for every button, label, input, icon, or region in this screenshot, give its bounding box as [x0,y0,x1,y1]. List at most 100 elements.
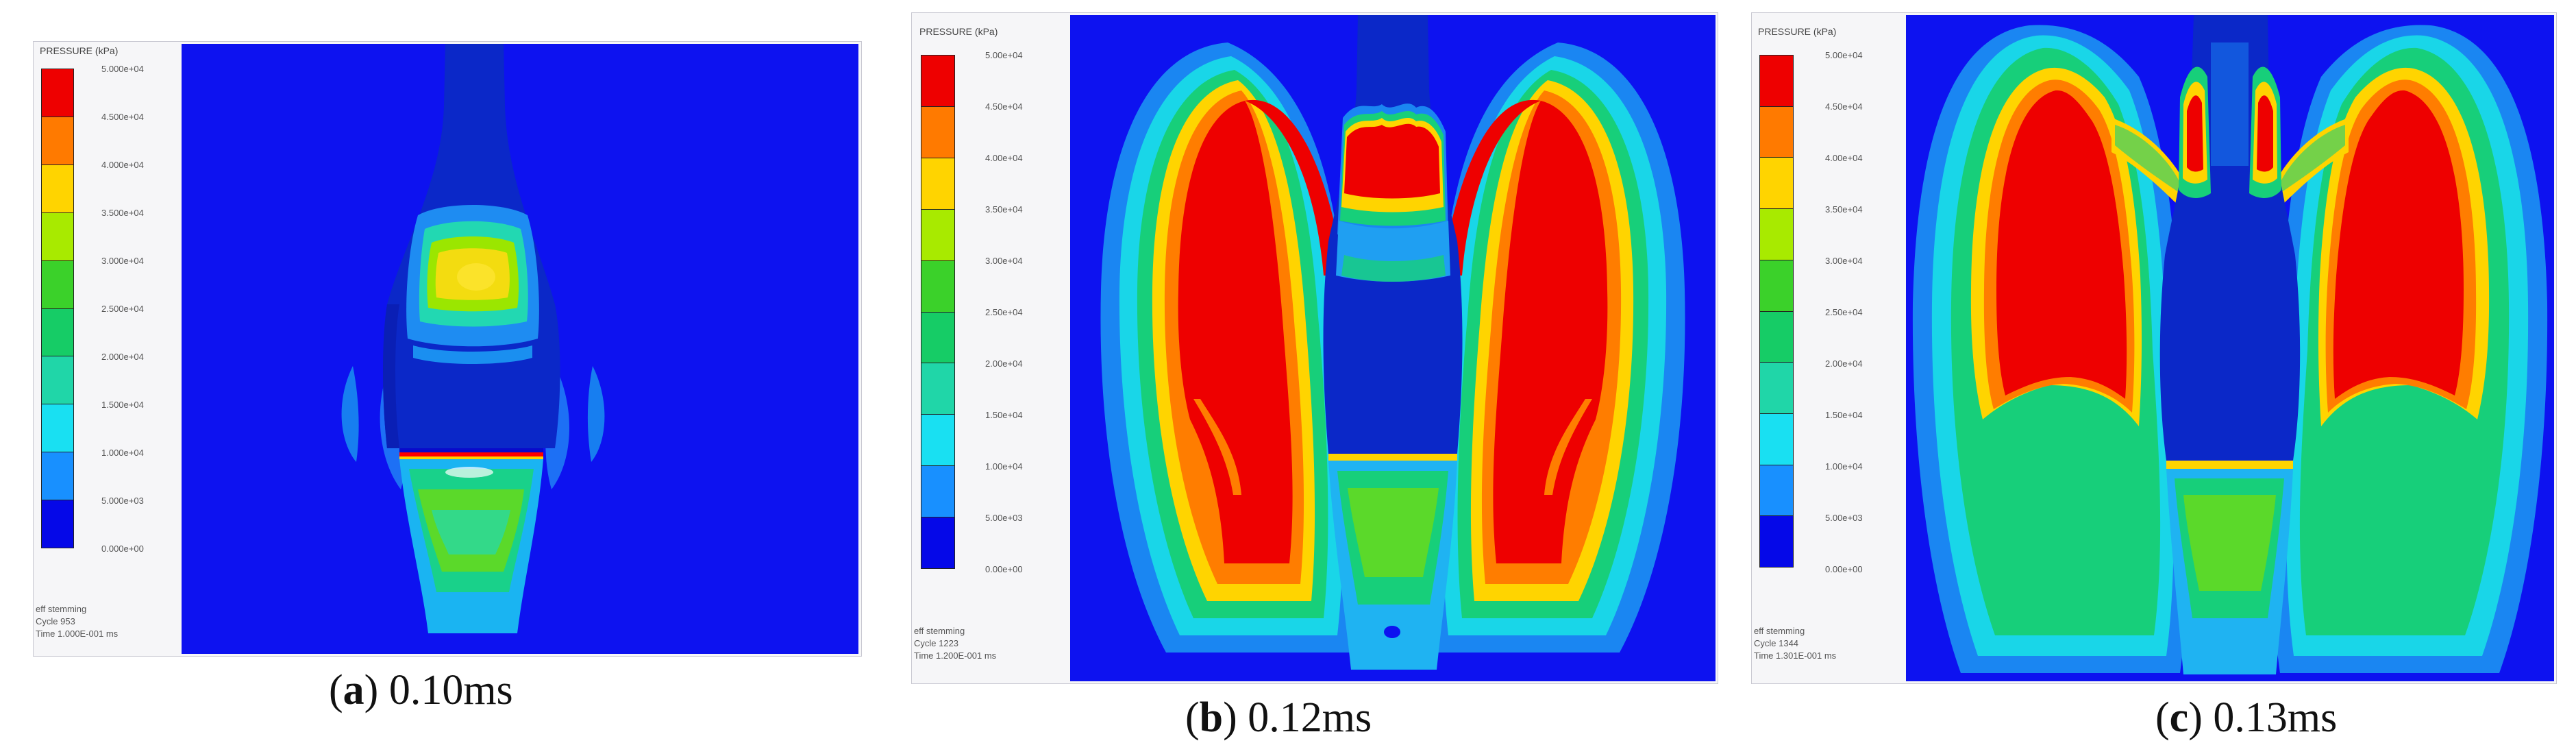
colorbar-swatch [1760,311,1793,363]
panel-c-tick: 5.00e+03 [1825,513,1863,523]
panel-a-caption-letter: a [343,667,364,714]
colorbar-swatch [921,363,954,415]
panel-c-tick: 0.00e+00 [1825,564,1863,574]
colorbar-swatch [42,308,73,357]
panel-b-contour-svg [1070,15,1716,681]
colorbar-swatch [921,106,954,158]
panel-b-caption-letter: b [1199,694,1224,741]
colorbar-swatch [1760,465,1793,517]
colorbar-swatch [921,260,954,313]
panel-b-info-time: Time 1.200E-001 ms [914,650,997,661]
colorbar-swatch [921,56,954,107]
panel-a-pressure-field [182,44,858,654]
panel-b-right-lobe [1427,42,1685,653]
panel-a-contour-svg [182,44,858,654]
panel-a-info-cycle: Cycle 953 [36,616,75,626]
panel-c-pressure-field [1906,15,2554,681]
panel-a-tick: 4.000e+04 [101,160,144,170]
panel-c-tick: 4.00e+04 [1825,153,1863,163]
panel-c-tick: 4.50e+04 [1825,101,1863,112]
colorbar-swatch [42,500,73,548]
panel-c-right-lobe [2266,25,2548,674]
panel-b-caption-time: 0.12ms [1248,694,1372,741]
colorbar-swatch [1760,106,1793,158]
panel-c-tick: 5.00e+04 [1825,50,1863,60]
panel-c-info-time: Time 1.301E-001 ms [1754,650,1837,661]
panel-a-tick: 1.000e+04 [101,448,144,458]
panel-c-info: eff stemming Cycle 1344 Time 1.301E-001 … [1754,625,1836,662]
panel-a-info-label: eff stemming [36,604,87,614]
panel-c-caption-letter: c [2169,694,2189,741]
panel-c-legend-title: PRESSURE (kPa) [1758,26,1837,37]
colorbar-swatch [921,158,954,210]
panel-c-tick: 1.50e+04 [1825,410,1863,420]
colorbar-swatch [921,466,954,518]
panel-b-pressure-field [1070,15,1716,681]
colorbar-swatch [921,312,954,364]
colorbar-swatch [1760,260,1793,312]
colorbar-swatch [42,69,73,117]
panel-a-info-time: Time 1.000E-001 ms [36,629,119,639]
panel-a-legend-title: PRESSURE (kPa) [40,45,119,56]
panel-a-tick: 3.500e+04 [101,208,144,218]
panel-b-left-lobe [1100,42,1359,653]
panel-c-colorbar [1759,55,1794,568]
panel-c-tick: 3.50e+04 [1825,204,1863,215]
colorbar-swatch [42,117,73,165]
panel-b-tick: 2.50e+04 [985,307,1023,317]
panel-c-caption: (c) 0.13ms [2155,694,2338,741]
panel-a-caption: (a) 0.10ms [329,667,513,714]
colorbar-swatch [1760,158,1793,210]
panel-b-tick: 3.00e+04 [985,256,1023,266]
panel-a-tick: 4.500e+04 [101,112,144,122]
colorbar-swatch [1760,363,1793,414]
panel-b-legend-title: PRESSURE (kPa) [919,26,998,37]
panel-b-tick: 3.50e+04 [985,204,1023,215]
panel-b-info-label: eff stemming [914,626,965,636]
panel-b-tick: 1.00e+04 [985,461,1023,472]
panel-a-tick: 5.000e+03 [101,496,144,506]
panel-a-tick: 5.000e+04 [101,64,144,74]
panel-b-info: eff stemming Cycle 1223 Time 1.200E-001 … [914,625,996,662]
colorbar-swatch [42,404,73,453]
colorbar-swatch [1760,209,1793,260]
panel-b-colorbar [921,55,955,569]
panel-c-info-label: eff stemming [1754,626,1805,636]
colorbar-swatch [42,212,73,261]
panel-a-tick: 1.500e+04 [101,400,144,410]
panel-b-info-cycle: Cycle 1223 [914,638,959,648]
panel-a-caption-time: 0.10ms [388,667,513,714]
panel-b-tick: 4.00e+04 [985,153,1023,163]
panel-a-tick: 2.000e+04 [101,352,144,362]
panel-b-tick: 0.00e+00 [985,564,1023,574]
colorbar-swatch [1760,413,1793,465]
panel-b-tick: 1.50e+04 [985,410,1023,420]
colorbar-swatch [42,452,73,501]
panel-c-tick: 3.00e+04 [1825,256,1863,266]
panel-a-tick: 2.500e+04 [101,304,144,314]
colorbar-swatch [921,415,954,467]
colorbar-swatch [921,517,954,569]
colorbar-swatch [921,209,954,261]
panel-c-left-lobe [1912,25,2194,674]
panel-c-tick: 2.00e+04 [1825,358,1863,369]
panel-a-colorbar [41,69,74,548]
panel-c-tick: 1.00e+04 [1825,461,1863,472]
panel-a-info: eff stemming Cycle 953 Time 1.000E-001 m… [36,603,118,640]
panel-a-tick: 3.000e+04 [101,256,144,266]
panel-c-contour-svg [1906,15,2554,681]
panel-b-tick: 5.00e+04 [985,50,1023,60]
colorbar-swatch [1760,56,1793,107]
panel-c-caption-time: 0.13ms [2213,694,2338,741]
panel-c-info-cycle: Cycle 1344 [1754,638,1799,648]
panel-a-tick: 0.000e+00 [101,544,144,554]
panel-b-tick: 4.50e+04 [985,101,1023,112]
panel-c-tick: 2.50e+04 [1825,307,1863,317]
colorbar-swatch [1760,516,1793,568]
panel-b-tick: 5.00e+03 [985,513,1023,523]
panel-b-caption: (b) 0.12ms [1185,694,1372,741]
colorbar-swatch [42,164,73,213]
panel-b-tick: 2.00e+04 [985,358,1023,369]
colorbar-swatch [42,356,73,405]
colorbar-swatch [42,260,73,309]
